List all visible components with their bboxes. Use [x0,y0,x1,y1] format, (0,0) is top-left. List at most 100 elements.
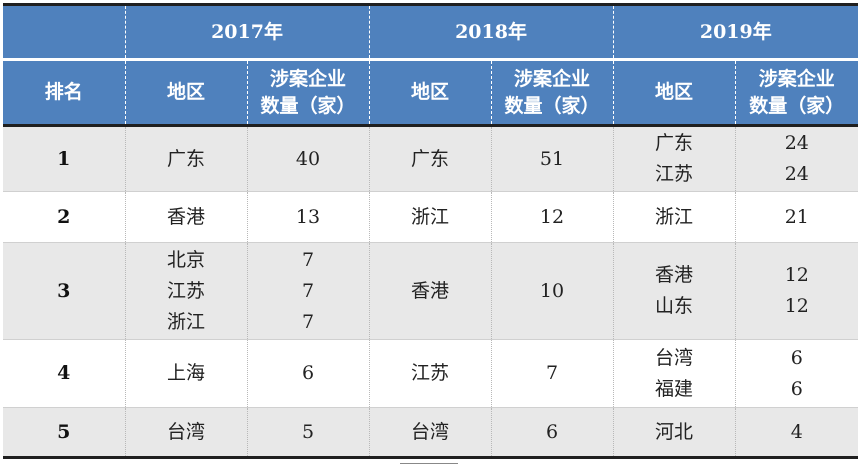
count-value: 13 [295,205,321,228]
count-value: 7 [301,310,315,333]
count-value: 12 [539,205,565,228]
count-cell: 12 12 [734,242,859,340]
count-value: 5 [301,420,315,443]
count-header-line1: 涉案企业 [270,67,347,90]
count-cell: 12 [490,191,614,243]
region-cell: 浙江 [368,191,492,243]
region-name: 浙江 [655,205,694,228]
region-name: 广东 [411,147,450,170]
count-header: 涉案企业数量（家） [246,59,370,126]
column-header-row: 排名 地区 涉案企业数量（家） 地区 涉案企业数量（家） 地区 涉案企业数量（家… [3,59,859,126]
region-header: 地区 [612,59,736,126]
region-name: 上海 [166,362,205,384]
count-value: 10 [539,279,565,302]
region-cell: 台湾 [124,407,247,458]
year-header-2018: 2018年 [368,4,614,61]
region-name: 香港 [166,205,205,228]
count-header-line2: 数量（家） [260,94,356,117]
count-header-line1: 涉案企业 [758,67,835,90]
region-name: 台湾 [166,420,205,443]
region-name: 台湾 [411,420,450,443]
rank-cell: 1 [3,125,125,192]
table-row: 2 香港 13 浙江 12 浙江 21 [3,191,859,243]
region-name: 河北 [655,420,694,443]
count-header-line2: 数量（家） [504,94,600,117]
table-row: 5 台湾 5 台湾 6 河北 4 [3,407,859,458]
region-cell: 香港 [368,242,492,340]
region-cell: 广东 [368,125,492,192]
region-name: 浙江 [166,310,205,333]
blank-header-cell [3,4,125,61]
region-cell: 广东 [124,125,247,192]
count-value: 7 [301,248,315,271]
region-cell: 台湾 [368,407,492,458]
count-value: 6 [790,377,803,400]
count-header-line1: 涉案企业 [514,67,591,90]
count-value: 4 [790,420,803,443]
count-value: 40 [295,147,321,170]
region-name: 台湾 [655,346,694,369]
region-cell: 香港 山东 [612,242,736,340]
count-cell: 24 24 [734,125,859,192]
count-value: 51 [539,147,565,170]
count-value: 21 [784,205,809,228]
count-value: 24 [784,132,809,154]
region-name: 广东 [655,132,694,154]
table-row: 1 广东 40 广东 51 广东 江苏 24 24 [3,125,859,192]
region-name: 香港 [655,264,694,286]
rank-cell: 3 [3,242,125,340]
bottom-edge-mark [400,463,458,467]
region-cell: 河北 [612,407,736,458]
count-value: 12 [784,264,809,286]
region-cell: 台湾 福建 [612,339,736,408]
count-value: 6 [790,346,803,369]
count-header: 涉案企业数量（家） [734,59,859,126]
count-cell: 5 [246,407,370,458]
region-name: 江苏 [411,362,450,384]
count-cell: 4 [734,407,859,458]
region-name: 香港 [411,279,450,302]
rank-cell: 2 [3,191,125,243]
rank-cell: 5 [3,407,125,458]
region-name: 福建 [655,377,694,400]
region-cell: 北京 江苏 浙江 [124,242,247,340]
count-value: 12 [784,295,809,317]
rank-header: 排名 [3,59,125,126]
count-cell: 6 [490,407,614,458]
region-cell: 浙江 [612,191,736,243]
year-header-row: 2017年 2018年 2019年 [3,4,859,61]
count-value: 6 [301,362,315,384]
region-cell: 江苏 [368,339,492,408]
region-header: 地区 [368,59,492,126]
ranking-table: 2017年 2018年 2019年 排名 地区 涉案企业数量（家） 地区 涉案企… [3,3,859,459]
region-name: 山东 [655,295,694,317]
region-name: 浙江 [411,205,450,228]
region-cell: 香港 [124,191,247,243]
count-cell: 6 [246,339,370,408]
year-header-2017: 2017年 [124,4,370,61]
count-value: 7 [545,362,559,384]
count-cell: 7 7 7 [246,242,370,340]
year-header-2019: 2019年 [612,4,859,61]
region-name: 江苏 [166,279,205,302]
region-name: 北京 [166,248,205,271]
count-value: 24 [784,163,809,185]
region-name: 江苏 [655,163,694,185]
region-header: 地区 [124,59,247,126]
count-header: 涉案企业数量（家） [490,59,614,126]
count-value: 6 [545,420,559,443]
count-cell: 21 [734,191,859,243]
rank-cell: 4 [3,339,125,408]
count-cell: 51 [490,125,614,192]
region-name: 广东 [166,147,205,170]
count-cell: 7 [490,339,614,408]
count-cell: 13 [246,191,370,243]
count-header-line2: 数量（家） [749,94,845,117]
count-value: 7 [301,279,315,302]
count-cell: 10 [490,242,614,340]
region-cell: 上海 [124,339,247,408]
count-cell: 40 [246,125,370,192]
